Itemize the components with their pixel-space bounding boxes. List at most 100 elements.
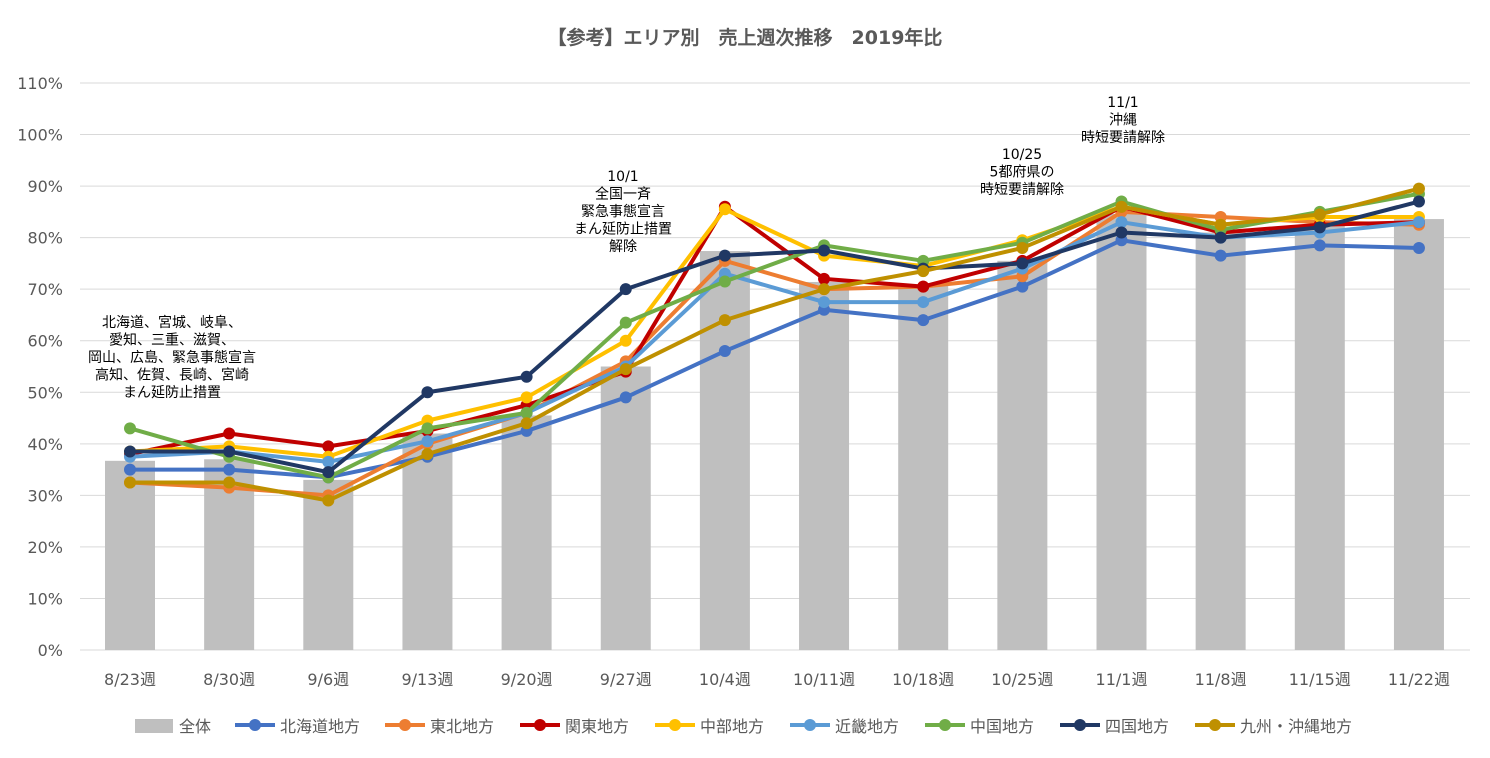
bar-zentai <box>1096 213 1147 650</box>
data-point <box>520 370 533 383</box>
data-point <box>1115 216 1128 229</box>
data-point <box>818 296 831 309</box>
data-point <box>619 283 632 296</box>
bar-zentai <box>699 251 750 650</box>
y-tick-label: 70% <box>27 280 63 299</box>
data-point <box>223 445 236 458</box>
annotation-text: 全国一斉 <box>595 186 651 203</box>
data-point <box>619 316 632 329</box>
series-6 <box>124 195 1425 479</box>
data-point <box>718 345 731 358</box>
legend-marker <box>249 719 261 731</box>
bar-zentai <box>600 366 651 650</box>
x-tick-label: 9/13週 <box>401 670 453 689</box>
legend-marker <box>1074 719 1086 731</box>
bar-zentai <box>303 479 354 650</box>
data-point <box>718 249 731 262</box>
data-point <box>421 448 434 461</box>
data-point <box>818 283 831 296</box>
x-tick-label: 11/8週 <box>1195 670 1247 689</box>
annotation-text: 11/1 <box>1107 95 1138 111</box>
data-point <box>223 476 236 489</box>
x-tick-label: 9/20週 <box>501 670 553 689</box>
data-point <box>1214 249 1227 262</box>
y-tick-label: 100% <box>17 126 63 145</box>
annotation-text: 愛知、三重、滋賀、 <box>109 332 235 349</box>
data-point <box>1412 182 1425 195</box>
x-tick-label: 11/1週 <box>1096 670 1148 689</box>
data-point <box>421 435 434 448</box>
bar-zentai <box>402 433 453 650</box>
y-tick-label: 80% <box>27 229 63 248</box>
series-line <box>130 238 1420 480</box>
data-point <box>1115 226 1128 239</box>
data-point <box>619 391 632 404</box>
data-point <box>1016 241 1029 254</box>
data-point <box>1412 241 1425 254</box>
data-point <box>1016 257 1029 270</box>
data-point <box>1115 200 1128 213</box>
series-7 <box>124 182 1425 507</box>
data-point <box>223 427 236 440</box>
data-point <box>124 476 136 489</box>
bar-zentai <box>501 415 552 650</box>
data-point <box>1214 231 1227 244</box>
annotation-text: 緊急事態宣言 <box>581 204 665 220</box>
data-point <box>818 244 831 257</box>
legend-marker <box>669 719 681 731</box>
bar-zentai <box>799 281 850 650</box>
data-point <box>619 363 632 376</box>
chart-title: 【参考】エリア別 売上週次推移 2019年比 <box>548 26 943 49</box>
legend-marker <box>534 719 546 731</box>
legend-label: 近畿地方 <box>835 717 899 736</box>
data-point <box>322 440 335 453</box>
x-tick-label: 9/6週 <box>307 670 349 689</box>
x-tick-label: 10/25週 <box>991 670 1053 689</box>
data-point <box>1412 216 1425 229</box>
x-tick-label: 10/4週 <box>699 670 751 689</box>
legend-marker <box>804 719 816 731</box>
data-point <box>322 494 335 507</box>
data-point <box>223 463 236 476</box>
bar-zentai <box>1195 232 1246 650</box>
legend-label: 全体 <box>179 717 211 736</box>
data-point <box>1412 195 1425 208</box>
y-tick-label: 10% <box>27 589 63 608</box>
y-tick-label: 20% <box>27 538 63 557</box>
data-point <box>917 296 930 309</box>
annotation-text: 沖縄 <box>1109 113 1137 129</box>
data-point <box>718 314 731 327</box>
data-point <box>1313 208 1326 221</box>
annotation-text: 時短要請解除 <box>1081 130 1165 146</box>
data-point <box>520 406 533 419</box>
data-point <box>322 466 335 479</box>
data-point <box>520 417 533 430</box>
data-point <box>124 422 136 435</box>
annotation-text: 時短要請解除 <box>980 182 1064 198</box>
data-point <box>421 422 434 435</box>
data-point <box>124 463 136 476</box>
bar-zentai <box>1294 225 1345 651</box>
y-tick-label: 30% <box>27 486 63 505</box>
y-tick-label: 50% <box>27 383 63 402</box>
legend-marker <box>399 719 411 731</box>
annotation-text: 10/1 <box>607 169 638 185</box>
legend-marker <box>1209 719 1221 731</box>
data-point <box>718 275 731 288</box>
x-tick-label: 9/27週 <box>600 670 652 689</box>
x-tick-label: 8/23週 <box>104 670 156 689</box>
data-point <box>124 445 136 458</box>
x-tick-label: 11/22週 <box>1388 670 1450 689</box>
x-tick-label: 10/18週 <box>892 670 954 689</box>
series-line <box>130 199 1420 475</box>
legend-label: 中国地方 <box>970 717 1034 736</box>
y-tick-label: 90% <box>27 177 63 196</box>
legend-swatch-bar <box>135 719 173 733</box>
legend-label: 関東地方 <box>565 717 629 736</box>
data-point <box>1313 239 1326 252</box>
annotation-text: まん延防止措置 <box>574 222 672 238</box>
data-point <box>1313 221 1326 234</box>
data-point <box>520 391 533 404</box>
data-point <box>917 314 930 327</box>
